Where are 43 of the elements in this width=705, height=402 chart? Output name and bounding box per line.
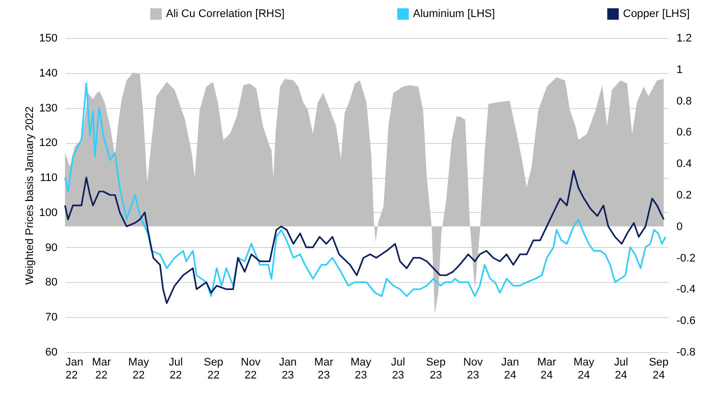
y2-tick-label: 0.4	[676, 158, 692, 170]
y-tick-label: 60	[45, 346, 58, 358]
y-tick-label: 80	[45, 276, 58, 289]
x-tick-label: May 22	[128, 356, 150, 382]
x-tick-label: Sep 22	[204, 356, 224, 382]
x-tick-label: Jul 24	[614, 356, 628, 382]
x-tick-label: Jul 22	[168, 356, 183, 382]
x-tick-label: Mar 24	[537, 356, 556, 382]
x-tick-label: Mar 23	[314, 356, 334, 382]
x-tick-label: Jul 23	[391, 356, 406, 382]
x-tick-label: Sep 24	[648, 356, 669, 382]
legend-label: Ali Cu Correlation [RHS]	[166, 8, 285, 20]
x-tick-label: May 23	[350, 356, 372, 382]
x-tick-label: Nov 23	[463, 356, 484, 382]
y2-tick-label: -0.4	[676, 284, 696, 296]
y-tick-label: 140	[39, 67, 58, 80]
y-tick-label: 130	[39, 102, 58, 114]
y-tick-label: 120	[39, 137, 58, 150]
line-series	[64, 170, 665, 304]
y2-tick-label: 1	[676, 64, 683, 76]
y-tick-label: 150	[39, 32, 58, 44]
y-tick-label: 100	[39, 206, 58, 219]
y-tick-label: 90	[45, 242, 58, 254]
y-tick-label: 70	[45, 312, 58, 324]
y2-tick-label: -0.2	[676, 252, 696, 264]
y-axis-title: Weighted Prices basis January 2022	[24, 106, 36, 285]
y2-tick-label: 0.8	[676, 95, 692, 108]
y2-tick-label: 0.2	[676, 190, 692, 202]
x-tick-label: Sep 23	[426, 356, 446, 382]
x-tick-label: Jan 24	[501, 356, 520, 382]
y2-tick-label: 0.6	[676, 126, 692, 139]
legend-label: Copper [LHS]	[623, 8, 690, 20]
x-tick-label: Mar 22	[92, 356, 112, 382]
x-tick-label: Jan 23	[278, 356, 297, 382]
x-tick-label: Nov 22	[240, 356, 261, 382]
y2-tick-label: -0.8	[676, 346, 696, 358]
legend-label: Aluminium [LHS]	[413, 8, 495, 20]
y2-tick-label: 1.2	[676, 32, 692, 44]
x-tick-label: Jan 22	[66, 356, 84, 382]
y2-tick-label: 0	[676, 220, 683, 233]
x-tick-label: May 24	[573, 356, 595, 382]
y2-tick-label: -0.6	[676, 315, 696, 328]
y-tick-label: 110	[40, 172, 58, 184]
